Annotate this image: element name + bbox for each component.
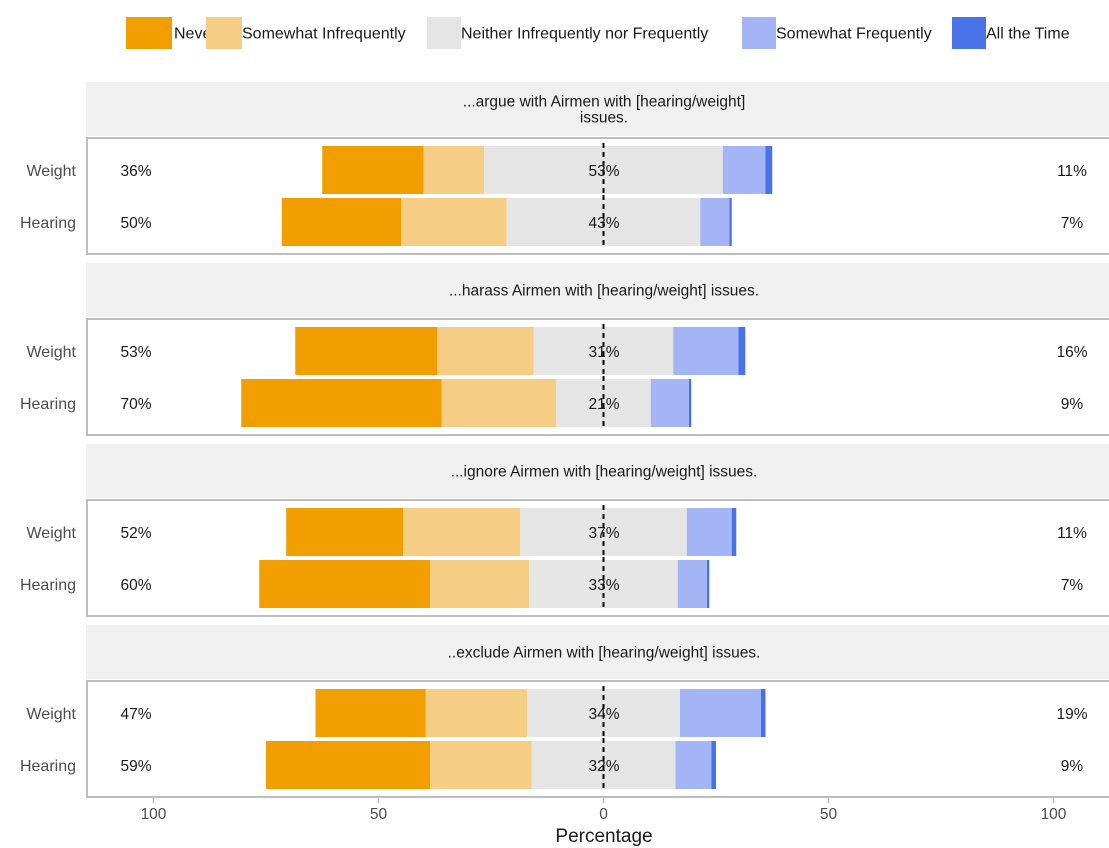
right-percent-label: 9% (1061, 758, 1084, 775)
x-axis: 100 50 0 50 100 (86, 796, 1109, 823)
right-percent-label: 9% (1061, 396, 1084, 413)
legend: Never Somewhat Infrequently Neither Infreq… (126, 17, 1070, 49)
row-label: Weight (26, 163, 76, 180)
row-label: Weight (26, 525, 76, 542)
bar-segment (315, 689, 426, 737)
center-percent-label: 31% (588, 344, 619, 361)
center-percent-label: 53% (588, 163, 619, 180)
bar-segment (650, 379, 689, 427)
facet-panel: ..exclude Airmen with [hearing/weight] i… (20, 625, 1109, 798)
legend-swatch (206, 17, 242, 49)
row-label: Weight (26, 344, 76, 361)
right-percent-label: 7% (1061, 215, 1084, 232)
bar-segment (286, 508, 404, 556)
left-percent-label: 53% (120, 344, 151, 361)
x-tick-label: 50 (370, 806, 388, 823)
bar-segment (295, 327, 437, 375)
row-label: Hearing (20, 758, 76, 775)
bar-segment (673, 327, 739, 375)
bar-segment (707, 560, 710, 608)
center-percent-label: 43% (588, 215, 619, 232)
center-percent-label: 32% (588, 758, 619, 775)
right-percent-label: 11% (1057, 163, 1087, 180)
legend-label: All the Time (986, 26, 1070, 43)
facet-title: ...argue with Airmen with [hearing/weigh… (463, 94, 746, 111)
x-axis-title: Percentage (555, 826, 652, 847)
center-percent-label: 37% (588, 525, 619, 542)
left-percent-label: 70% (120, 396, 151, 413)
facet-strip (86, 263, 1109, 317)
bar-segment (241, 379, 442, 427)
bar-segment (322, 146, 424, 194)
center-percent-label: 34% (588, 706, 619, 723)
facet-panel: ...argue with Airmen with [hearing/weigh… (20, 82, 1109, 255)
bar-segment (266, 741, 431, 789)
bar-segment (441, 379, 557, 427)
bar-segment (680, 689, 761, 737)
center-percent-label: 21% (588, 396, 619, 413)
facet-strip (86, 625, 1109, 679)
bar-segment (403, 508, 521, 556)
bar-segment (423, 146, 485, 194)
legend-label: Neither Infrequently nor Frequently (461, 26, 708, 43)
bar-segment (675, 741, 712, 789)
panels: ...argue with Airmen with [hearing/weigh… (20, 82, 1109, 798)
facet-title: ...harass Airmen with [hearing/weight] i… (449, 283, 759, 300)
facet-title: issues. (580, 110, 628, 127)
legend-label: Somewhat Frequently (776, 26, 932, 43)
bar-segment (731, 508, 737, 556)
left-percent-label: 36% (120, 163, 151, 180)
row-label: Hearing (20, 577, 76, 594)
x-tick-label: 50 (820, 806, 838, 823)
facet-strip (86, 82, 1109, 136)
left-percent-label: 47% (120, 706, 151, 723)
bar-segment (729, 198, 732, 246)
bar-segment (722, 146, 766, 194)
x-tick-label: 100 (1041, 806, 1067, 823)
left-percent-label: 50% (120, 215, 151, 232)
bar-segment (765, 146, 773, 194)
left-percent-label: 60% (120, 577, 151, 594)
legend-swatch (952, 17, 986, 49)
row-label: Hearing (20, 396, 76, 413)
left-percent-label: 52% (120, 525, 151, 542)
legend-label: Somewhat Infrequently (242, 26, 406, 43)
legend-swatch (427, 17, 461, 49)
bar-segment (437, 327, 534, 375)
bar-segment (425, 689, 527, 737)
bar-segment (430, 560, 530, 608)
x-tick-label: 0 (599, 806, 608, 823)
center-percent-label: 33% (588, 577, 619, 594)
bar-segment (430, 741, 532, 789)
bar-segment (738, 327, 746, 375)
facet-strip (86, 444, 1109, 498)
bar-segment (686, 508, 732, 556)
facet-panel: ...harass Airmen with [hearing/weight] i… (20, 263, 1109, 436)
bar-segment (700, 198, 730, 246)
right-percent-label: 16% (1056, 344, 1087, 361)
legend-swatch (742, 17, 776, 49)
legend-swatch (126, 17, 172, 49)
right-percent-label: 19% (1056, 706, 1087, 723)
facet-title: ...ignore Airmen with [hearing/weight] i… (451, 464, 758, 481)
bar-segment (689, 379, 692, 427)
x-tick-label: 100 (141, 806, 167, 823)
bar-segment (401, 198, 507, 246)
bar-segment (761, 689, 766, 737)
bar-segment (281, 198, 401, 246)
bar-segment (259, 560, 431, 608)
bar-segment (711, 741, 716, 789)
row-label: Hearing (20, 215, 76, 232)
bar-segment (677, 560, 707, 608)
row-label: Weight (26, 706, 76, 723)
right-percent-label: 7% (1061, 577, 1084, 594)
left-percent-label: 59% (120, 758, 151, 775)
facet-title: ..exclude Airmen with [hearing/weight] i… (448, 645, 761, 662)
right-percent-label: 11% (1057, 525, 1087, 542)
facet-panel: ...ignore Airmen with [hearing/weight] i… (20, 444, 1109, 617)
